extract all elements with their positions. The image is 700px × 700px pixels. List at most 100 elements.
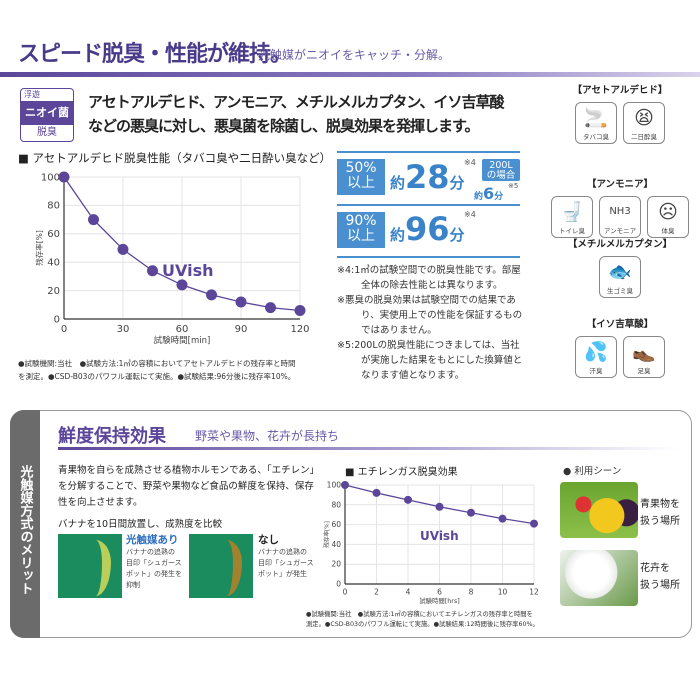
- notes: ※4:1㎥の試験空間での脱臭性能です。部屋全体の除去性能とは異なります。 ※悪臭…: [337, 263, 527, 383]
- body-odor-icon: ☹: [658, 201, 678, 223]
- x-tick-label: 12: [529, 588, 539, 597]
- title-rule: [0, 72, 700, 77]
- without-catalyst: なし バナナの追熟の 目印「シュガース ポット」が発生: [258, 532, 314, 580]
- text: ポット」の発生を: [126, 570, 182, 578]
- y-axis-label: 残存率[%]: [34, 230, 44, 266]
- y-tick-label: 80: [47, 201, 60, 212]
- odor-label: 足臭: [637, 367, 651, 375]
- data-point: [206, 289, 217, 301]
- y-tick-label: 40: [47, 258, 60, 269]
- odor-category: 【イソ吉草酸】: [586, 319, 654, 330]
- x-tick-label: 10: [498, 588, 508, 597]
- odor-label: トイレ臭: [559, 227, 585, 235]
- page-subtitle: 光触媒がニオイをキャッチ・分解。: [258, 48, 451, 62]
- label: 50%: [345, 160, 377, 176]
- banana-photo-without: [189, 534, 253, 598]
- divider: [337, 204, 520, 206]
- result-200l-value: 約6分: [474, 184, 503, 203]
- odor-item: 🚬 タバコ臭: [575, 102, 617, 144]
- note: ※4:1㎥の試験空間での脱臭性能です。部屋全体の除去性能とは異なります。: [337, 265, 521, 291]
- label: 青果物を: [640, 499, 680, 510]
- x-tick-label: 60: [176, 324, 189, 335]
- result-50-label: 50% 以上: [337, 159, 385, 195]
- section-rule: [58, 447, 678, 450]
- divider: [337, 151, 520, 153]
- note: ※4: [464, 158, 476, 167]
- scene-produce: 青果物を 扱う場所: [640, 496, 680, 530]
- section-body: 青果物を自らを成熟させる植物ホルモンである、「エチレン」 を分解することで、野菜…: [58, 463, 319, 511]
- prefix: 約: [390, 226, 406, 244]
- data-point: [372, 488, 381, 497]
- value: 28: [405, 158, 450, 196]
- chart1-title: ■ アセトアルデヒド脱臭性能（タバコ臭や二日酔い臭など）: [18, 151, 332, 165]
- note: ※悪臭の脱臭効果は試験空間での結果であり、実使用上での性能を保証するものではあり…: [337, 295, 523, 336]
- data-point: [341, 481, 349, 489]
- text: 目印「シュガース: [258, 559, 314, 567]
- note: ※4: [464, 210, 476, 219]
- lead-line: などの悪臭に対し、悪臭菌を除菌し、脱臭効果を発揮します。: [88, 117, 480, 135]
- side-bar: [10, 410, 40, 638]
- cigarette-icon: 🚬: [584, 107, 608, 129]
- data-point: [294, 304, 306, 316]
- section-title: 鮮度保持効果: [58, 426, 166, 447]
- x-axis-label: 試験時間[hrs]: [419, 596, 459, 605]
- x-tick-label: 6: [437, 588, 442, 597]
- vegetables-photo: [560, 482, 638, 538]
- x-axis-label: 試験時間[min]: [154, 335, 211, 346]
- note: ※5:200Lの脱臭性能につきましては、当社が実施した結果をもとにした換算値とな…: [337, 340, 523, 381]
- footnote-line: ●試験機関:当社 ●試験方法:1㎥の容積においてアセトアルデヒドの残存率と時間: [18, 359, 296, 368]
- y-tick-label: 100: [327, 481, 342, 490]
- chart-annotation: UVish: [162, 261, 214, 280]
- result-50-value: 約28分: [390, 158, 465, 196]
- body-line: 性を向上させます。: [58, 497, 143, 508]
- unit: 分: [494, 192, 504, 202]
- y-tick-label: 20: [331, 560, 341, 569]
- data-point: [58, 171, 70, 183]
- rose-photo: [560, 550, 638, 606]
- footnote-line: を測定。●CSD-B03のパワフル運転にて実施。●試験結果:96分後に残存率10…: [18, 372, 296, 381]
- compare-caption: バナナを10日間放置し、成熟度を比較: [58, 519, 223, 530]
- data-point: [498, 514, 507, 523]
- value: 96: [405, 210, 450, 248]
- text: バナナの追熟の: [126, 548, 175, 556]
- body-line: を分解することで、野菜や果物など食品の鮮度を保持、保存: [58, 481, 314, 492]
- odor-label: タバコ臭: [583, 133, 609, 141]
- side-label: 光触媒方式のメリット: [17, 465, 33, 595]
- odor-category: 【メチルメルカプタン】: [567, 239, 673, 250]
- chart1-footnote: ●試験機関:当社 ●試験方法:1㎥の容積においてアセトアルデヒドの残存率と時間 …: [18, 357, 295, 383]
- badge-bottom: 脱臭: [37, 127, 57, 138]
- footnote-line: ●試験機関:当社 ●試験方法:1㎥の容積においてエチレンガスの残存率と時間を: [306, 611, 533, 618]
- x-tick-label: 30: [117, 324, 130, 335]
- x-tick-label: 2: [374, 588, 379, 597]
- x-tick-label: 90: [235, 324, 248, 335]
- y-tick-label: 100: [41, 172, 60, 183]
- label: 扱う場所: [640, 580, 680, 591]
- text: バナナの追熟の: [258, 548, 307, 556]
- value: 6: [483, 184, 495, 203]
- odor-item: 🚽 トイレ臭: [551, 196, 593, 238]
- label: なし: [258, 534, 279, 546]
- label: 光触媒あり: [126, 534, 179, 546]
- lead-line: アセトアルデヒド、アンモニア、メチルメルカプタン、イソ吉草酸: [88, 93, 505, 111]
- banana-photo-with: [58, 534, 122, 598]
- fish-bone-icon: 🐟: [608, 261, 632, 283]
- odor-label: 二日酔臭: [631, 133, 657, 141]
- label: 以上: [347, 175, 375, 191]
- note: ※5: [508, 182, 519, 190]
- shoe-icon: 👞: [632, 341, 656, 363]
- unit: 分: [449, 226, 465, 244]
- toilet-icon: 🚽: [560, 201, 584, 223]
- footnote-line: 測定。●CSD-B03のパワフル運転にて実施。●試験結果:12時間後に残存率60…: [306, 621, 539, 628]
- y-tick-label: 0: [54, 314, 60, 325]
- sweat-icon: 💦: [584, 341, 608, 363]
- odor-item: ☹ 体臭: [647, 196, 689, 238]
- y-axis-label: 残存率[%]: [323, 521, 331, 548]
- odor-label: アンモニア: [603, 227, 637, 235]
- text: 目印「シュガース: [126, 559, 182, 567]
- badge-middle: ニオイ菌: [21, 101, 73, 125]
- data-point: [530, 519, 538, 528]
- result-90-label: 90% 以上: [337, 212, 385, 248]
- odor-category: 【アセトアルデヒド】: [572, 85, 668, 96]
- odor-label: 体臭: [661, 227, 675, 235]
- data-point: [235, 296, 247, 308]
